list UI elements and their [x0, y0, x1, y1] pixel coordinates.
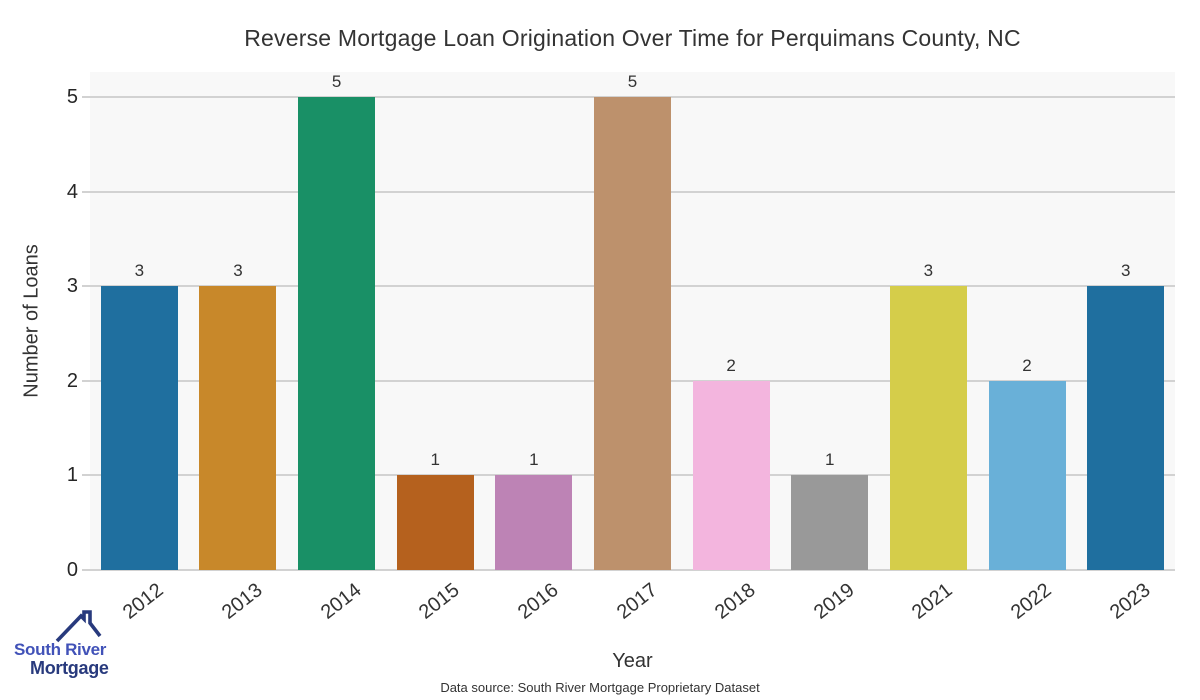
bar-2019 — [791, 475, 869, 570]
y-tick-label-3: 3 — [66, 275, 78, 298]
bar-value-label-2019: 1 — [825, 450, 835, 470]
bar-value-label-2014: 5 — [331, 72, 342, 91]
x-tick-label-2023: 2023 — [1105, 579, 1155, 624]
y-axis-title: Number of Loans — [20, 244, 43, 398]
bar-2015 — [396, 475, 474, 570]
bar-value-label-2022: 2 — [1022, 355, 1032, 375]
bar-value-label-2023: 3 — [1120, 261, 1131, 281]
bar-2013 — [199, 286, 277, 570]
y-tick-label-5: 5 — [66, 86, 78, 108]
bar-2016 — [495, 475, 573, 570]
gridline-y-0 — [82, 569, 1175, 571]
house-roof-icon — [55, 610, 102, 643]
x-tick-label-2019: 2019 — [809, 579, 859, 624]
x-tick-label-2021: 2021 — [908, 579, 957, 624]
logo-text-line1: South River — [14, 640, 107, 659]
data-source-caption: Data source: South River Mortgage Propri… — [440, 680, 760, 695]
bar-2017 — [594, 97, 671, 570]
bar-value-label-2021: 3 — [923, 261, 934, 281]
x-tick-label-2013: 2013 — [217, 579, 267, 624]
logo-text-line2: Mortgage — [30, 658, 109, 678]
bar-value-label-2015: 1 — [430, 450, 440, 470]
y-tick-label-4: 4 — [66, 180, 78, 203]
bar-value-label-2016: 1 — [529, 450, 539, 470]
x-tick-label-2018: 2018 — [711, 579, 760, 624]
x-axis-title: Year — [612, 650, 653, 672]
bar-value-label-2012: 3 — [134, 261, 145, 281]
bar-2012 — [100, 286, 178, 570]
x-tick-label-2015: 2015 — [415, 579, 464, 624]
bar-2018 — [692, 380, 770, 570]
y-tick-label-0: 0 — [66, 559, 78, 581]
x-tick-label-2022: 2022 — [1006, 579, 1056, 624]
logo: South River Mortgage — [14, 608, 124, 686]
x-tick-label-2014: 2014 — [316, 579, 366, 624]
x-tick-label-2016: 2016 — [513, 579, 563, 624]
x-tick-label-2012: 2012 — [119, 579, 168, 624]
bar-2022 — [988, 380, 1066, 570]
y-tick-label-2: 2 — [66, 369, 78, 392]
bar-2021 — [889, 286, 967, 570]
bar-value-label-2018: 2 — [726, 355, 736, 375]
bar-value-label-2013: 3 — [233, 261, 243, 281]
bar-2014 — [298, 97, 376, 570]
bar-value-label-2017: 5 — [627, 72, 638, 91]
chart-title: Reverse Mortgage Loan Origination Over T… — [244, 25, 1021, 51]
bar-2023 — [1087, 286, 1165, 570]
plot-area — [82, 72, 1175, 571]
x-tick-label-2017: 2017 — [612, 579, 662, 624]
y-tick-label-1: 1 — [66, 464, 78, 487]
